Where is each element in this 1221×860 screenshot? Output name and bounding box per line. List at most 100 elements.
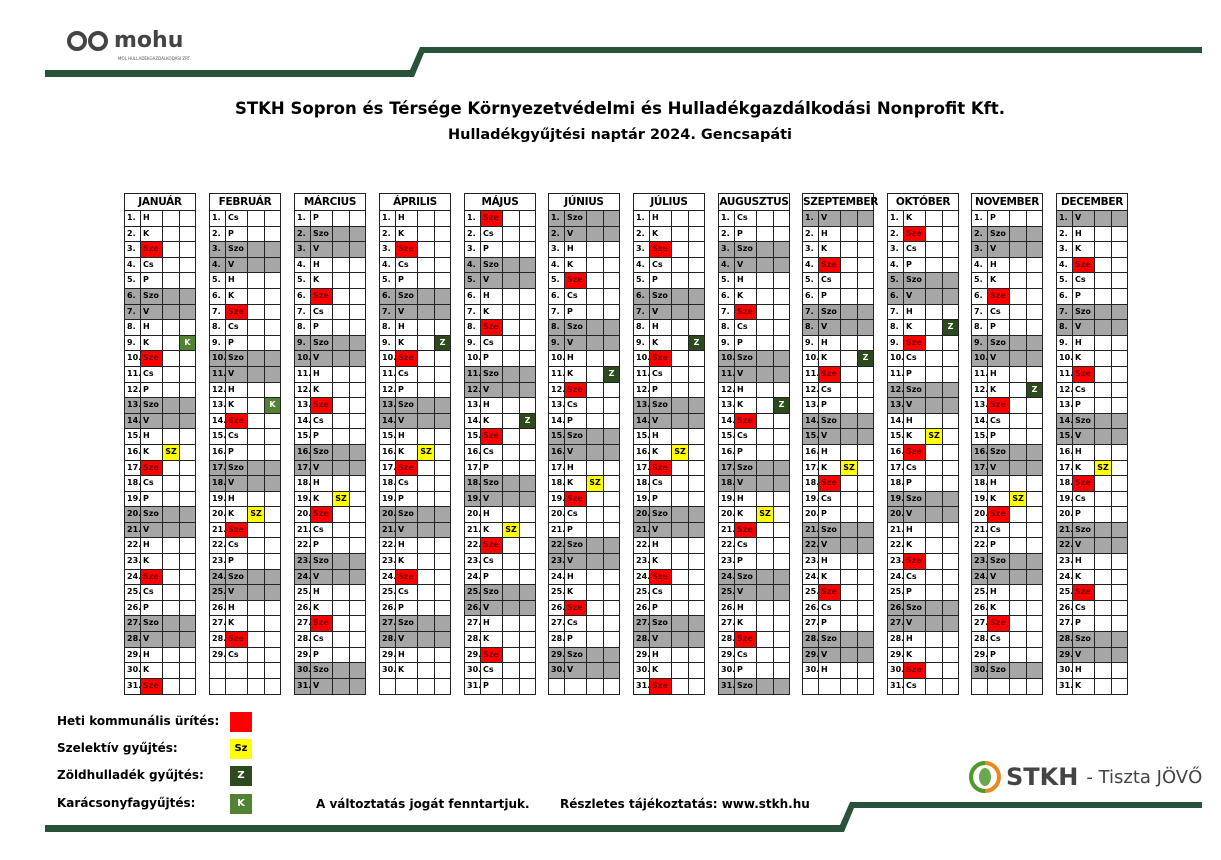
day-row: 6. Szo <box>380 288 450 305</box>
empty-cell <box>689 461 704 476</box>
day-number: 26. <box>125 600 141 616</box>
weekday-name: V <box>650 304 672 320</box>
day-row: 31. Sze <box>634 678 704 695</box>
empty-cell <box>503 242 520 257</box>
weekly-collection-mark: Sze <box>650 351 672 366</box>
month-name: NOVEMBER <box>972 194 1042 211</box>
empty-cell <box>672 273 689 288</box>
empty-cell <box>943 351 958 366</box>
day-row: 22. Sze <box>465 538 535 555</box>
day-row: 8. H <box>125 320 195 336</box>
day-row: 7. Sze <box>719 304 789 321</box>
weekly-collection-mark: Sze <box>1073 366 1095 382</box>
day-number: 25. <box>295 585 311 600</box>
empty-cell <box>604 289 619 304</box>
day-number: 13. <box>972 398 988 413</box>
day-number: 3. <box>803 242 819 257</box>
empty-cell <box>1112 429 1127 444</box>
day-number: 26. <box>888 600 904 616</box>
day-number: 3. <box>380 242 396 257</box>
empty-cell <box>926 507 943 522</box>
empty-cell <box>265 366 280 382</box>
day-row: 24. K <box>1057 569 1127 586</box>
empty-cell <box>926 476 943 491</box>
weekday-name: Cs <box>904 460 926 476</box>
day-number: 2. <box>210 226 226 242</box>
day-row: 17. Cs <box>888 460 958 477</box>
day-number: 6. <box>380 288 396 304</box>
day-number: 25. <box>125 585 141 600</box>
day-row: 9. Szo <box>972 335 1042 352</box>
day-row: 23. Sze <box>888 554 958 570</box>
empty-cell <box>1095 335 1112 351</box>
empty-cell <box>248 569 265 585</box>
weekday-name: Cs <box>735 211 757 226</box>
empty-cell <box>672 476 689 491</box>
empty-cell <box>841 632 858 647</box>
empty-cell <box>163 616 180 632</box>
day-number: 11. <box>125 366 141 382</box>
empty-cell <box>248 382 265 398</box>
empty-cell <box>841 429 858 444</box>
day-number: 6. <box>888 288 904 304</box>
empty-cell <box>265 569 280 585</box>
empty-cell <box>1010 444 1027 460</box>
day-row: 25. Sze <box>803 585 873 601</box>
empty-cell <box>418 616 435 632</box>
empty-cell <box>774 227 789 242</box>
weekday-name: Szo <box>735 242 757 257</box>
empty-cell <box>1112 304 1127 320</box>
weekday-name: Cs <box>481 226 503 242</box>
day-number: 27. <box>549 616 565 632</box>
empty-cell <box>757 335 774 351</box>
empty-cell <box>672 413 689 429</box>
day-row: 13. Sze <box>972 398 1042 414</box>
empty-cell <box>604 507 619 522</box>
empty-cell <box>1112 616 1127 631</box>
weekday-name: V <box>819 320 841 335</box>
day-row: 2. H <box>1057 226 1127 243</box>
day-row: 18. Szo <box>465 476 535 492</box>
day-number: 2. <box>465 226 481 242</box>
legend-selective-label: Szelektív gyűjtés: <box>57 741 178 755</box>
legend-selective-swatch: Sz <box>230 739 252 759</box>
empty-cell <box>672 366 689 382</box>
day-number: 10. <box>295 351 311 366</box>
day-row: 1. Cs <box>210 211 280 227</box>
footer-notice: A változtatás jogát fenntartjuk. <box>316 797 530 811</box>
empty-cell <box>248 429 265 444</box>
empty-cell <box>757 226 774 242</box>
empty-cell <box>1027 554 1042 569</box>
empty-cell <box>689 492 704 507</box>
empty-cell <box>587 211 604 226</box>
footer-info-link[interactable]: Részletes tájékoztatás: www.stkh.hu <box>560 797 810 811</box>
day-number: 10. <box>125 351 141 366</box>
empty-cell <box>858 429 873 444</box>
weekday-name: H <box>565 460 587 476</box>
weekday-name: H <box>565 351 587 366</box>
empty-cell <box>1027 476 1042 491</box>
day-row: 15. Szo <box>549 429 619 445</box>
weekday-name: P <box>481 242 503 257</box>
day-number: 22. <box>549 538 565 554</box>
day-number: 26. <box>634 600 650 616</box>
day-row: 30. H <box>1057 663 1127 679</box>
weekday-name: Cs <box>565 507 587 522</box>
empty-cell <box>604 398 619 413</box>
weekday-name: Cs <box>311 413 333 429</box>
empty-cell <box>587 600 604 616</box>
empty-cell <box>248 538 265 554</box>
day-number: 6. <box>125 288 141 304</box>
weekday-name: K <box>1073 351 1095 366</box>
empty-cell <box>418 476 435 491</box>
day-row: 14. H <box>888 413 958 430</box>
empty-cell <box>520 382 535 398</box>
day-row: 23. H <box>803 554 873 570</box>
day-row: 14. Cs <box>295 413 365 430</box>
day-row: 30. H <box>803 663 873 679</box>
empty-cell <box>520 600 535 616</box>
empty-cell <box>672 288 689 304</box>
day-number: 5. <box>380 273 396 288</box>
empty-cell <box>1095 226 1112 242</box>
weekday-name: V <box>1073 647 1095 663</box>
